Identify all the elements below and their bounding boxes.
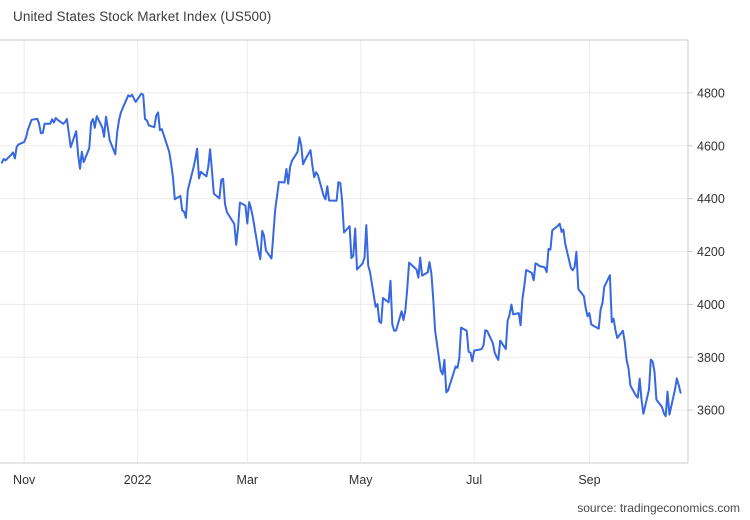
gridlines bbox=[0, 40, 688, 463]
y-tick-label: 4200 bbox=[697, 245, 725, 259]
y-tick-label: 4600 bbox=[697, 139, 725, 153]
x-tick-label: 2022 bbox=[124, 473, 152, 487]
x-tick-label: Sep bbox=[578, 473, 600, 487]
source-attribution: source: tradingeconomics.com bbox=[577, 501, 740, 515]
x-tick-label: Jul bbox=[466, 473, 482, 487]
y-tick-label: 3600 bbox=[697, 404, 725, 418]
x-tick-label: Mar bbox=[237, 473, 259, 487]
y-axis: 4800 4600 4400 4200 4000 3800 3600 bbox=[688, 86, 725, 418]
chart-title: United States Stock Market Index (US500) bbox=[13, 9, 272, 24]
price-line-us500[interactable] bbox=[0, 92, 682, 418]
y-tick-label: 3800 bbox=[697, 351, 725, 365]
y-tick-label: 4000 bbox=[697, 298, 725, 312]
x-tick-label: May bbox=[349, 473, 373, 487]
y-tick-label: 4800 bbox=[697, 86, 725, 100]
x-axis: Nov 2022 Mar May Jul Sep bbox=[13, 473, 601, 487]
y-tick-label: 4400 bbox=[697, 192, 725, 206]
x-tick-label: Nov bbox=[13, 473, 36, 487]
